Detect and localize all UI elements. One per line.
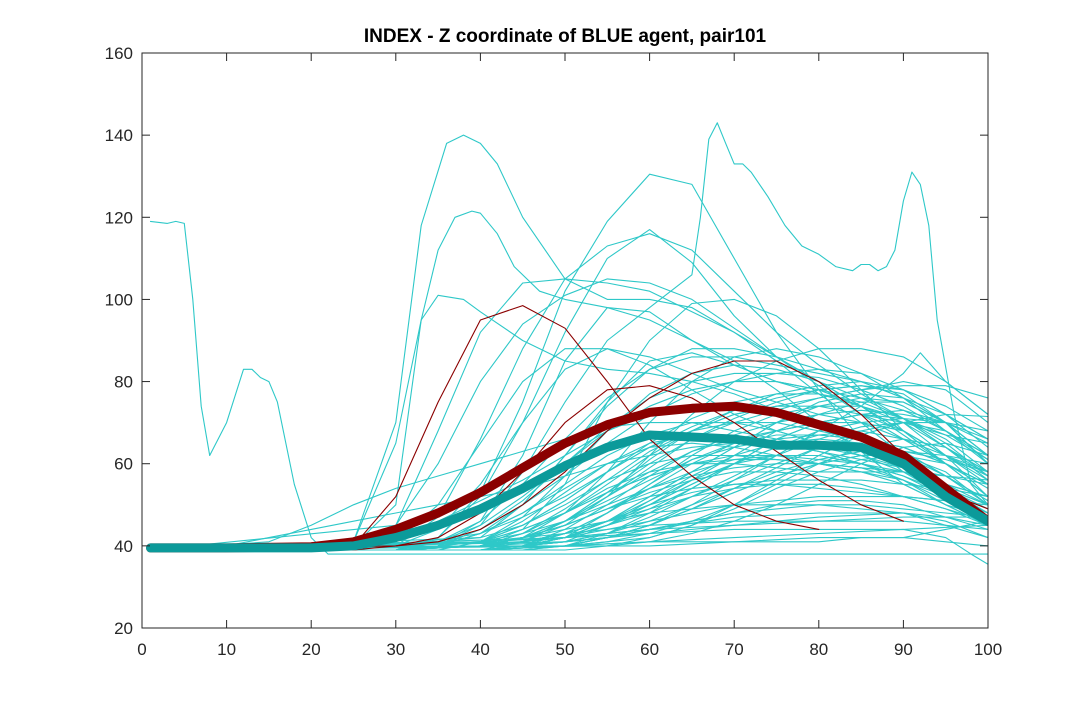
y-tick-label: 20 <box>114 619 133 638</box>
trial-line-77 <box>149 454 988 551</box>
trial-line-62 <box>149 372 988 551</box>
y-tick-label: 100 <box>105 290 133 309</box>
trial-line-69 <box>149 413 988 551</box>
y-tick-label: 60 <box>114 455 133 474</box>
y-tick-label: 120 <box>105 208 133 227</box>
trial-line-89 <box>149 512 988 551</box>
trial-line-64 <box>149 348 988 551</box>
trial-line-80 <box>149 438 988 551</box>
axes-layer: 0 10 20 30 40 50 60 70 80 90 100 20 40 60 80 100 120 140 1… <box>105 44 1003 659</box>
x-tick-label: 10 <box>217 640 236 659</box>
x-tick-label: 100 <box>974 640 1002 659</box>
trial-line-59 <box>149 405 988 551</box>
y-tick-label: 40 <box>114 537 133 556</box>
series-layer <box>142 53 988 628</box>
y-tick-label: 160 <box>105 44 133 63</box>
trial-red-line <box>149 360 988 551</box>
x-tick-label: 40 <box>471 640 490 659</box>
trial-line-10 <box>149 233 988 551</box>
trial-red-line <box>149 385 904 551</box>
x-tick-label: 70 <box>725 640 744 659</box>
x-tick-label: 90 <box>894 640 913 659</box>
chart-title: INDEX - Z coordinate of BLUE agent, pair… <box>364 26 767 47</box>
trial-line-61 <box>149 385 988 551</box>
y-tick-label: 140 <box>105 126 133 145</box>
trial-line-51 <box>149 496 988 551</box>
y-tick-label: 80 <box>114 373 133 392</box>
trial-line-87 <box>149 520 988 551</box>
x-tick-label: 60 <box>640 640 659 659</box>
x-tick-label: 50 <box>556 640 575 659</box>
x-tick-label: 20 <box>302 640 321 659</box>
trial-line-82 <box>149 422 988 551</box>
mean-teal-line <box>146 430 988 553</box>
trial-line-19 <box>149 352 988 551</box>
trial-line-9 <box>149 122 988 551</box>
trial-line-78 <box>149 459 988 551</box>
trial-line-65 <box>149 364 988 551</box>
trial-line-86 <box>149 528 988 565</box>
x-tick-label: 80 <box>809 640 828 659</box>
x-tick-label: 0 <box>137 640 146 659</box>
x-tick-label: 30 <box>386 640 405 659</box>
trial-line-43 <box>149 385 988 551</box>
trial-line-5 <box>149 220 988 555</box>
trial-line-75 <box>149 483 988 551</box>
